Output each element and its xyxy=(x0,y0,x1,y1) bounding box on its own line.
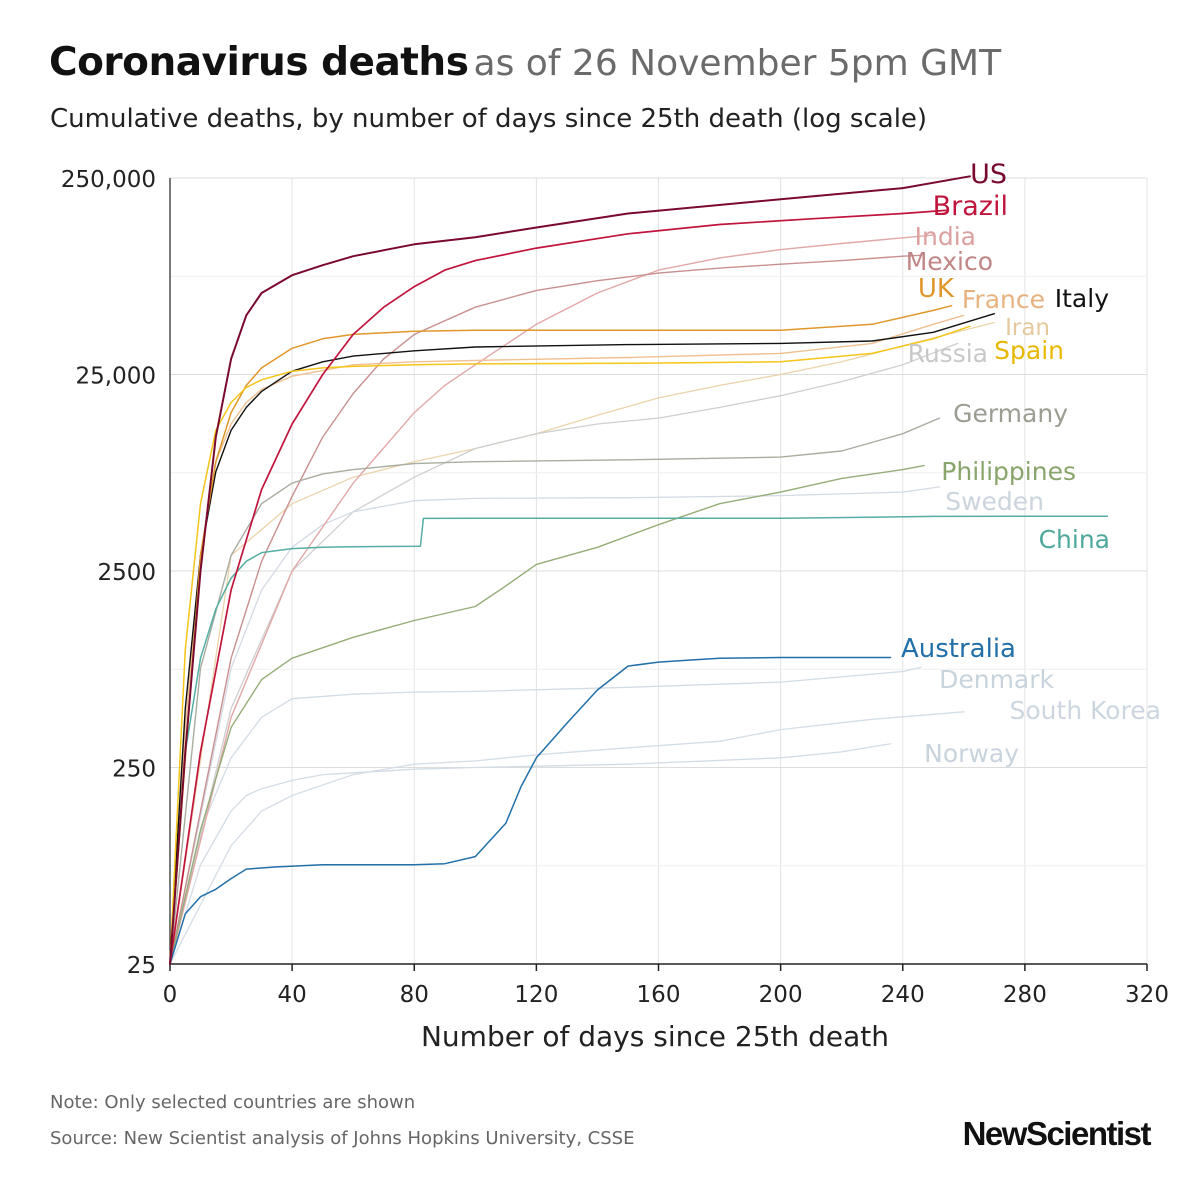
series-label-italy: Italy xyxy=(1055,284,1109,313)
x-tick-label: 240 xyxy=(881,982,925,1008)
series-label-brazil: Brazil xyxy=(933,191,1008,222)
x-tick-label: 280 xyxy=(1003,982,1047,1008)
series-label-france: France xyxy=(962,285,1045,314)
series-lines xyxy=(169,175,1109,965)
series-label-norway: Norway xyxy=(924,739,1019,768)
y-tick-label: 250 xyxy=(112,757,156,783)
series-label-mexico: Mexico xyxy=(906,247,993,276)
series-label-iran: Iran xyxy=(1005,315,1050,341)
line-chart: 0 40 80 120 160 200 240 280 320 25 250 2500 25,000 25… xyxy=(61,159,1169,1053)
y-tick-label: 25 xyxy=(127,953,156,979)
chart-title-date: as of 26 November 5pm GMT xyxy=(473,43,1002,84)
series-label-spain: Spain xyxy=(994,336,1064,365)
series-line-brazil xyxy=(169,209,947,965)
series-label-australia: Australia xyxy=(901,634,1016,664)
series-line-iran xyxy=(169,321,995,965)
note-text: Note: Only selected countries are shown xyxy=(50,1092,416,1113)
x-tick-label: 200 xyxy=(759,982,803,1008)
gridlines xyxy=(170,177,1148,964)
axes: 0 40 80 120 160 200 240 280 320 25 250 2500 25,000 25… xyxy=(61,167,1169,1008)
series-line-us xyxy=(169,175,971,965)
series-line-uk xyxy=(169,304,953,965)
series-line-philippines xyxy=(169,464,925,965)
series-label-us: US xyxy=(970,159,1007,190)
series-line-italy xyxy=(169,313,995,965)
y-tick-label: 25,000 xyxy=(76,364,156,390)
x-tick-label: 40 xyxy=(277,982,306,1008)
series-line-sweden xyxy=(169,486,941,965)
chart-subtitle: Cumulative deaths, by number of days sin… xyxy=(50,104,928,134)
x-tick-label: 0 xyxy=(163,982,178,1008)
x-tick-label: 320 xyxy=(1125,982,1169,1008)
series-label-russia: Russia xyxy=(908,339,988,368)
x-tick-label: 160 xyxy=(637,982,681,1008)
series-line-germany xyxy=(169,417,941,965)
series-label-india: India xyxy=(915,222,976,251)
series-line-norway xyxy=(169,743,892,965)
series-label-china: China xyxy=(1039,525,1110,554)
series-line-australia xyxy=(169,656,892,965)
series-label-south-korea: South Korea xyxy=(1010,696,1161,725)
series-line-india xyxy=(169,234,934,965)
source-text: Source: New Scientist analysis of Johns … xyxy=(50,1128,635,1149)
series-line-mexico xyxy=(169,254,922,965)
series-label-denmark: Denmark xyxy=(939,665,1054,694)
series-line-denmark xyxy=(169,666,922,965)
x-tick-label: 80 xyxy=(400,982,429,1008)
series-label-uk: UK xyxy=(918,274,955,304)
chart-title: Coronavirus deaths as of 26 November 5pm… xyxy=(49,40,1001,85)
chart-title-bold: Coronavirus deaths xyxy=(49,40,469,85)
new-scientist-logo: NewScientist xyxy=(962,1115,1152,1152)
series-line-spain xyxy=(169,325,971,965)
series-line-china xyxy=(169,515,1109,965)
y-tick-label: 2500 xyxy=(97,560,156,586)
series-label-germany: Germany xyxy=(953,399,1068,428)
series-label-philippines: Philippines xyxy=(941,457,1076,486)
series-label-sweden: Sweden xyxy=(945,487,1044,516)
x-axis-label: Number of days since 25th death xyxy=(421,1020,889,1053)
x-tick-label: 120 xyxy=(514,982,558,1008)
series-line-south-korea xyxy=(169,711,965,965)
series-line-russia xyxy=(169,342,959,965)
y-tick-label: 250,000 xyxy=(61,167,156,193)
